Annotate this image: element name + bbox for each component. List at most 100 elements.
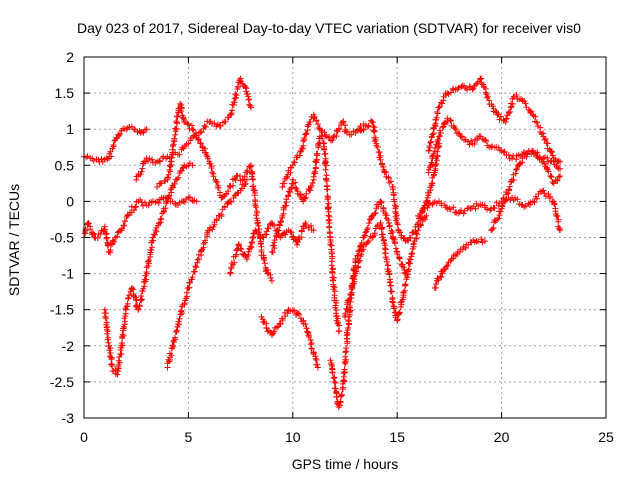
data-point-run [135, 272, 150, 312]
data-point-run [174, 164, 187, 183]
data-point-run [318, 133, 327, 146]
data-point-run [143, 237, 157, 275]
data-point-run [228, 77, 244, 118]
data-point-run [486, 101, 500, 116]
data-point-run [438, 200, 451, 213]
data-point-run [479, 201, 494, 214]
data-point-run [331, 294, 343, 334]
data-point-run [453, 129, 466, 140]
data-point-run [462, 136, 475, 148]
data-point-run [346, 128, 357, 138]
data-point [133, 176, 140, 183]
y-tick-label: 2 [66, 49, 74, 65]
data-point-run [510, 159, 526, 184]
ticks: 0 5 10 15 20 25 -3 -2.5 -2 -1.5 -1 -0.5 0 0.5 1 1.5 2 [50, 49, 614, 445]
data-point-run [339, 335, 351, 391]
data-point-run [287, 307, 299, 318]
data-point-run [295, 223, 307, 245]
x-tick-label: 0 [80, 429, 88, 445]
data-point [314, 364, 321, 371]
data-point-run [217, 114, 232, 129]
x-tick-label: 10 [285, 429, 301, 445]
y-tick-label: -2.5 [50, 374, 74, 390]
data-point-run [318, 127, 329, 139]
data-point-run [199, 143, 211, 162]
data-point-run [235, 241, 249, 259]
data-point-run [114, 344, 125, 375]
data-point-run [416, 202, 431, 219]
data-point [268, 277, 275, 284]
data-point-run [183, 160, 193, 170]
x-tick-label: 20 [494, 429, 510, 445]
data-point-run [164, 323, 181, 367]
data-point [124, 124, 131, 131]
data-point-run [101, 226, 112, 255]
y-tick-label: -2 [62, 338, 75, 354]
data-point [189, 162, 196, 169]
data-point [143, 126, 150, 133]
data-point-run [83, 153, 91, 161]
y-tick-label: 0.5 [55, 157, 75, 173]
series-track-6 [164, 176, 250, 371]
data-point-run [445, 117, 458, 131]
data-point-run [176, 196, 190, 206]
data-point-run [407, 221, 421, 241]
data-point-run [369, 119, 379, 145]
data-point-run [228, 189, 242, 205]
data-point-run [394, 221, 405, 239]
data-point-run [447, 204, 462, 217]
data-point [252, 227, 259, 234]
data-point-run [400, 235, 408, 242]
data-point [446, 205, 453, 212]
data-point-run [137, 196, 149, 209]
data-point-run [415, 214, 429, 230]
series-track-10 [279, 111, 367, 190]
data-point-run [238, 78, 247, 90]
y-axis-label: SDTVAR / TECUs [6, 183, 22, 297]
x-axis-label: GPS time / hours [291, 456, 399, 472]
data-point-run [106, 345, 116, 374]
data-point [469, 86, 476, 93]
data-point-run [503, 93, 517, 123]
data-point-run [462, 83, 474, 93]
data-point-run [118, 306, 129, 349]
series-track-4 [154, 100, 275, 284]
data-point-run [190, 127, 204, 147]
data-point [243, 176, 250, 183]
y-tick-label: -1.5 [50, 302, 74, 318]
x-tick-label: 25 [598, 429, 614, 445]
data-point [193, 198, 200, 205]
data-point [435, 104, 442, 111]
data-point-run [407, 230, 420, 263]
data-point-run [541, 160, 556, 185]
data-point-run [164, 158, 175, 181]
data-point-run [310, 135, 323, 180]
data-point-run [489, 143, 503, 154]
data-point-run [311, 113, 323, 132]
data-point-run [475, 236, 486, 246]
data-point-run [425, 104, 442, 154]
data-point-run [138, 126, 148, 136]
data-point-run [176, 141, 190, 158]
data-point-run [265, 270, 274, 281]
data-point-run [441, 257, 454, 273]
data-point-run [89, 155, 97, 164]
data-point-run [377, 199, 392, 223]
data-point-run [156, 153, 170, 165]
data-point [557, 227, 564, 234]
data-point [423, 212, 430, 219]
data-point [227, 198, 234, 205]
data-point [197, 140, 204, 147]
data-point [206, 227, 213, 234]
data-point [129, 285, 136, 292]
data-point-run [541, 154, 555, 165]
data-point [557, 158, 564, 165]
data-point-run [128, 199, 140, 216]
y-tick-label: 0 [66, 193, 74, 209]
data-point-run [92, 231, 102, 241]
data-point-run [467, 237, 478, 246]
data-point-run [468, 200, 482, 212]
data-point-run [394, 294, 407, 323]
data-point-run [258, 252, 271, 275]
data-point [310, 227, 317, 234]
